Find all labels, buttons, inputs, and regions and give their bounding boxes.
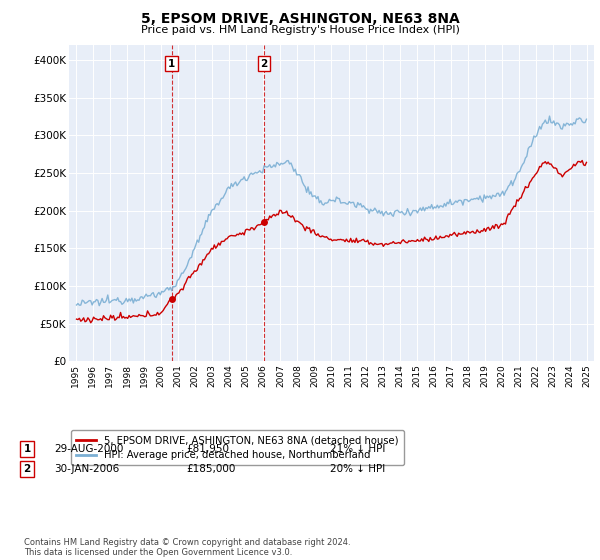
Text: 1: 1 [168, 59, 175, 69]
Text: 29-AUG-2000: 29-AUG-2000 [54, 444, 124, 454]
Text: 2: 2 [23, 464, 31, 474]
Text: 20% ↓ HPI: 20% ↓ HPI [330, 464, 385, 474]
Text: £185,000: £185,000 [186, 464, 235, 474]
Text: 21% ↓ HPI: 21% ↓ HPI [330, 444, 385, 454]
Text: 30-JAN-2006: 30-JAN-2006 [54, 464, 119, 474]
Legend: 5, EPSOM DRIVE, ASHINGTON, NE63 8NA (detached house), HPI: Average price, detach: 5, EPSOM DRIVE, ASHINGTON, NE63 8NA (det… [71, 430, 404, 465]
Text: 5, EPSOM DRIVE, ASHINGTON, NE63 8NA: 5, EPSOM DRIVE, ASHINGTON, NE63 8NA [140, 12, 460, 26]
Text: Price paid vs. HM Land Registry's House Price Index (HPI): Price paid vs. HM Land Registry's House … [140, 25, 460, 35]
Text: Contains HM Land Registry data © Crown copyright and database right 2024.
This d: Contains HM Land Registry data © Crown c… [24, 538, 350, 557]
Text: 1: 1 [23, 444, 31, 454]
Text: 2: 2 [260, 59, 268, 69]
Text: £81,950: £81,950 [186, 444, 229, 454]
